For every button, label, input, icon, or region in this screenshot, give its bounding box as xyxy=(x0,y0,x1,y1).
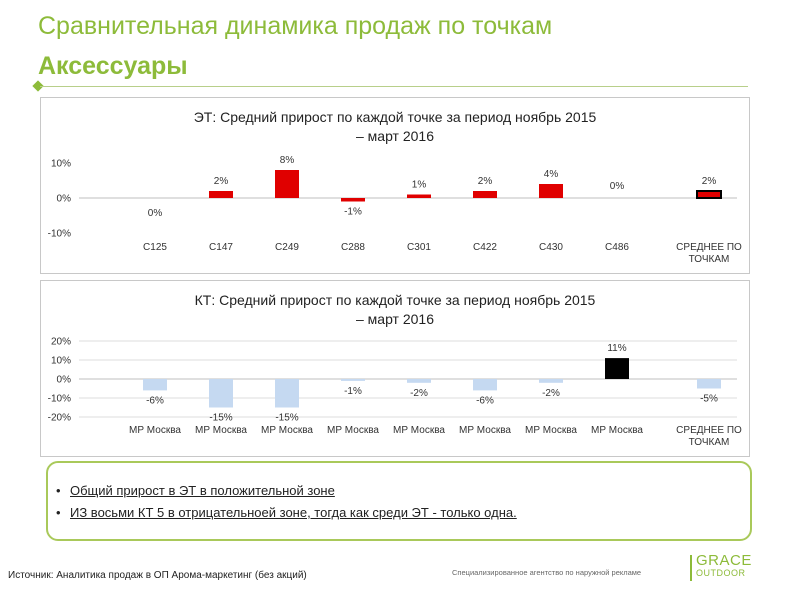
data-label: -2% xyxy=(542,388,560,399)
bar-мр-москва xyxy=(209,379,233,408)
data-label: 1% xyxy=(412,180,427,191)
data-label: -2% xyxy=(410,388,428,399)
x-category-label: МР Москва xyxy=(327,425,379,436)
logo-bar xyxy=(690,555,692,581)
x-category-label: СРЕДНЕЕ ПО xyxy=(676,242,742,253)
grace-outdoor-logo: GRACE OUTDOOR xyxy=(690,552,752,582)
x-category-label: ТОЧКАМ xyxy=(689,437,730,448)
data-label: 8% xyxy=(280,155,295,166)
data-label: 4% xyxy=(544,169,559,180)
x-category-label: МР Москва xyxy=(525,425,577,436)
bar-мр-москва xyxy=(407,379,431,383)
chart-title: – март 2016 xyxy=(356,128,434,144)
x-category-label: МР Москва xyxy=(195,425,247,436)
y-tick-label: 0% xyxy=(57,375,72,386)
x-category-label: МР Москва xyxy=(129,425,181,436)
chart-title: ЭТ: Средний прирост по каждой точке за п… xyxy=(194,109,597,125)
data-label: 0% xyxy=(610,181,625,192)
x-category-label: С147 xyxy=(209,242,233,253)
x-category-label: ТОЧКАМ xyxy=(689,254,730,265)
page-title: Сравнительная динамика продаж по точкам xyxy=(38,12,553,40)
y-tick-label: 10% xyxy=(51,159,71,170)
data-label: -6% xyxy=(146,395,164,406)
bullet-icon: • xyxy=(56,505,61,520)
bar-мр-москва xyxy=(143,379,167,391)
x-category-label: С486 xyxy=(605,242,629,253)
x-category-label: С125 xyxy=(143,242,167,253)
bar-с147 xyxy=(209,191,233,198)
y-tick-label: 20% xyxy=(51,337,71,348)
chart-title: КТ: Средний прирост по каждой точке за п… xyxy=(195,292,596,308)
data-label: -5% xyxy=(700,394,718,405)
x-category-label: С288 xyxy=(341,242,365,253)
data-label: -6% xyxy=(476,395,494,406)
kt-growth-chart: КТ: Средний прирост по каждой точке за п… xyxy=(40,280,750,457)
data-label: 2% xyxy=(214,176,229,187)
conclusion-item: • Общий прирост в ЭТ в положительной зоне xyxy=(56,483,335,498)
x-category-label: С422 xyxy=(473,242,497,253)
et-growth-chart-svg: ЭТ: Средний прирост по каждой точке за п… xyxy=(48,109,742,265)
conclusion-text: ИЗ восьми КТ 5 в отрицательноей зоне, то… xyxy=(70,505,517,520)
data-label: 11% xyxy=(607,343,626,354)
chart-title: – март 2016 xyxy=(356,311,434,327)
source-note: Источник: Аналитика продаж в ОП Арома-ма… xyxy=(8,570,307,581)
logo-text-grace: GRACE xyxy=(696,552,752,569)
title-divider xyxy=(40,86,748,87)
bullet-icon: • xyxy=(56,483,61,498)
bar-среднее-по-точкам xyxy=(697,379,721,389)
data-label: 0% xyxy=(148,208,163,219)
bar-мр-москва xyxy=(341,379,365,381)
bar-с422 xyxy=(473,191,497,198)
x-category-label: С430 xyxy=(539,242,563,253)
y-tick-label: 0% xyxy=(57,194,72,205)
data-label: -15% xyxy=(209,413,232,424)
x-category-label: С249 xyxy=(275,242,299,253)
bar-среднее-по-точкам xyxy=(696,190,722,199)
x-category-label: СРЕДНЕЕ ПО xyxy=(676,425,742,436)
conclusion-item: • ИЗ восьми КТ 5 в отрицательноей зоне, т… xyxy=(56,505,517,520)
x-category-label: МР Москва xyxy=(459,425,511,436)
agency-tagline: Специализированное агентство по наружной… xyxy=(452,568,642,577)
bar-с301 xyxy=(407,194,431,198)
logo-text-outdoor: OUTDOOR xyxy=(696,568,746,578)
data-label: 2% xyxy=(478,176,493,187)
data-label: -1% xyxy=(344,386,362,397)
data-label: -15% xyxy=(275,413,298,424)
bar-мр-москва xyxy=(539,379,563,383)
x-category-label: С301 xyxy=(407,242,431,253)
x-category-label: МР Москва xyxy=(591,425,643,436)
bar-с249 xyxy=(275,170,299,198)
kt-growth-chart-svg: КТ: Средний прирост по каждой точке за п… xyxy=(48,292,742,448)
bar-мр-москва xyxy=(605,358,629,379)
bar-мр-москва xyxy=(275,379,299,408)
data-label: 2% xyxy=(702,176,717,187)
y-tick-label: 10% xyxy=(51,356,71,367)
x-category-label: МР Москва xyxy=(261,425,313,436)
y-tick-label: -10% xyxy=(48,394,71,405)
data-label: -1% xyxy=(344,207,362,218)
conclusions-box: • Общий прирост в ЭТ в положительной зоне… xyxy=(46,461,752,541)
bar-мр-москва xyxy=(473,379,497,391)
x-category-label: МР Москва xyxy=(393,425,445,436)
y-tick-label: -20% xyxy=(48,413,71,424)
bar-с430 xyxy=(539,184,563,198)
et-growth-chart: ЭТ: Средний прирост по каждой точке за п… xyxy=(40,97,750,274)
y-tick-label: -10% xyxy=(48,229,71,240)
conclusion-text: Общий прирост в ЭТ в положительной зоне xyxy=(70,483,335,498)
bar-с288 xyxy=(341,198,365,202)
page-subtitle: Аксессуары xyxy=(38,52,188,80)
